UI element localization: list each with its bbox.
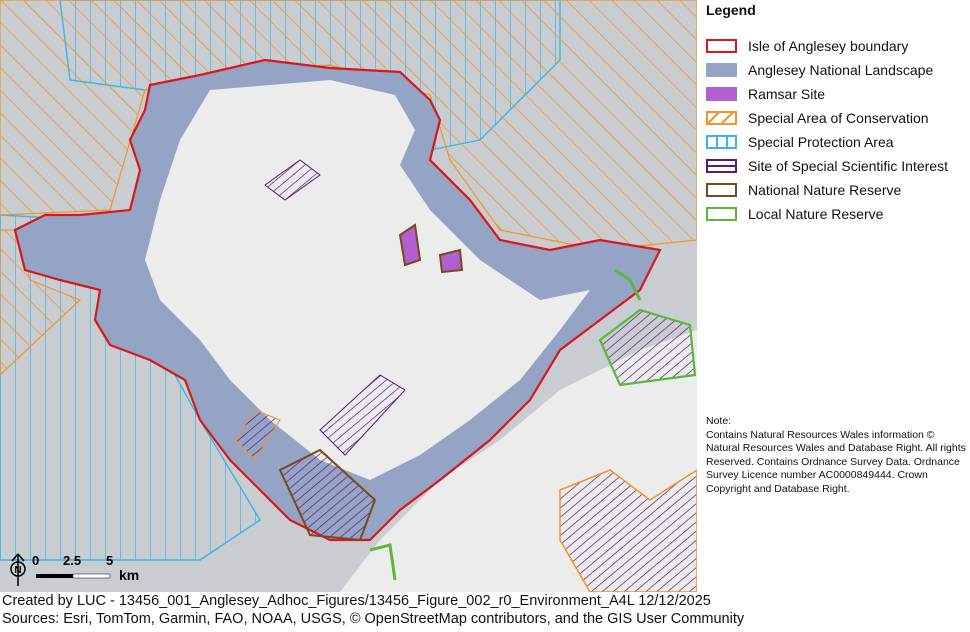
legend-label: National Nature Reserve: [748, 182, 902, 198]
scale-tick-1: 2.5: [63, 553, 82, 568]
note: Note: Contains Natural Resources Wales i…: [706, 415, 968, 496]
lnr-site: [369, 543, 397, 581]
swatch: [706, 39, 737, 53]
sssi-site: [234, 409, 281, 461]
legend-item-nnr: National Nature Reserve: [706, 181, 901, 199]
note-heading: Note:: [706, 415, 732, 427]
legend-title: Legend: [706, 2, 756, 18]
legend-label: Special Area of Conservation: [748, 110, 929, 126]
swatch: [706, 111, 737, 125]
sssi-site: [278, 448, 377, 542]
legend-item-sac: Special Area of Conservation: [706, 109, 929, 127]
scale-tick-0: 0: [32, 553, 40, 568]
swatch: [706, 87, 737, 101]
svg-text:N: N: [14, 565, 21, 576]
swatch: [706, 207, 737, 221]
sssi-site: [559, 469, 697, 592]
scale-bar: N 0 2.5 5 km: [8, 552, 158, 593]
scale-tick-2: 5: [106, 553, 114, 568]
sssi-site: [264, 159, 321, 201]
legend-item-boundary: Isle of Anglesey boundary: [706, 37, 908, 55]
ramsar-site: [398, 223, 422, 267]
legend-item-spa: Special Protection Area: [706, 133, 894, 151]
swatch: [706, 63, 737, 77]
scale-unit: km: [119, 567, 140, 583]
island-interior: [145, 80, 590, 480]
legend-item-sssi: Site of Special Scientific Interest: [706, 157, 948, 175]
sssi-site: [319, 374, 406, 456]
legend-item-ramsar: Ramsar Site: [706, 85, 825, 103]
swatch: [706, 159, 737, 173]
legend-label: Site of Special Scientific Interest: [748, 158, 948, 174]
legend-label: Special Protection Area: [748, 134, 894, 150]
created-by: Created by LUC - 13456_001_Anglesey_Adho…: [2, 593, 711, 609]
island-boundary[interactable]: [13, 58, 662, 542]
map-canvas[interactable]: [0, 0, 697, 592]
north-arrow-icon: N: [10, 553, 111, 586]
legend-label: Isle of Anglesey boundary: [748, 38, 909, 54]
note-text: Contains Natural Resources Wales informa…: [706, 428, 966, 495]
credits: Created by LUC - 13456_001_Anglesey_Adho…: [2, 592, 744, 628]
sssi-site: [598, 308, 697, 387]
swatch: [706, 183, 737, 197]
legend-label: Anglesey National Landscape: [748, 62, 934, 78]
legend-label: Ramsar Site: [748, 86, 826, 102]
sources: Sources: Esri, TomTom, Garmin, FAO, NOAA…: [2, 611, 745, 627]
swatch: [706, 135, 737, 149]
legend-item-lnr: Local Nature Reserve: [706, 205, 883, 223]
legend-label: Local Nature Reserve: [748, 206, 884, 222]
lnr-site: [614, 268, 642, 301]
legend-panel: Legend Isle of Anglesey boundary Anglese…: [700, 0, 970, 592]
nnr-site: [438, 248, 464, 274]
legend-item-national-landscape: Anglesey National Landscape: [706, 61, 933, 79]
sac-north: [0, 0, 697, 251]
